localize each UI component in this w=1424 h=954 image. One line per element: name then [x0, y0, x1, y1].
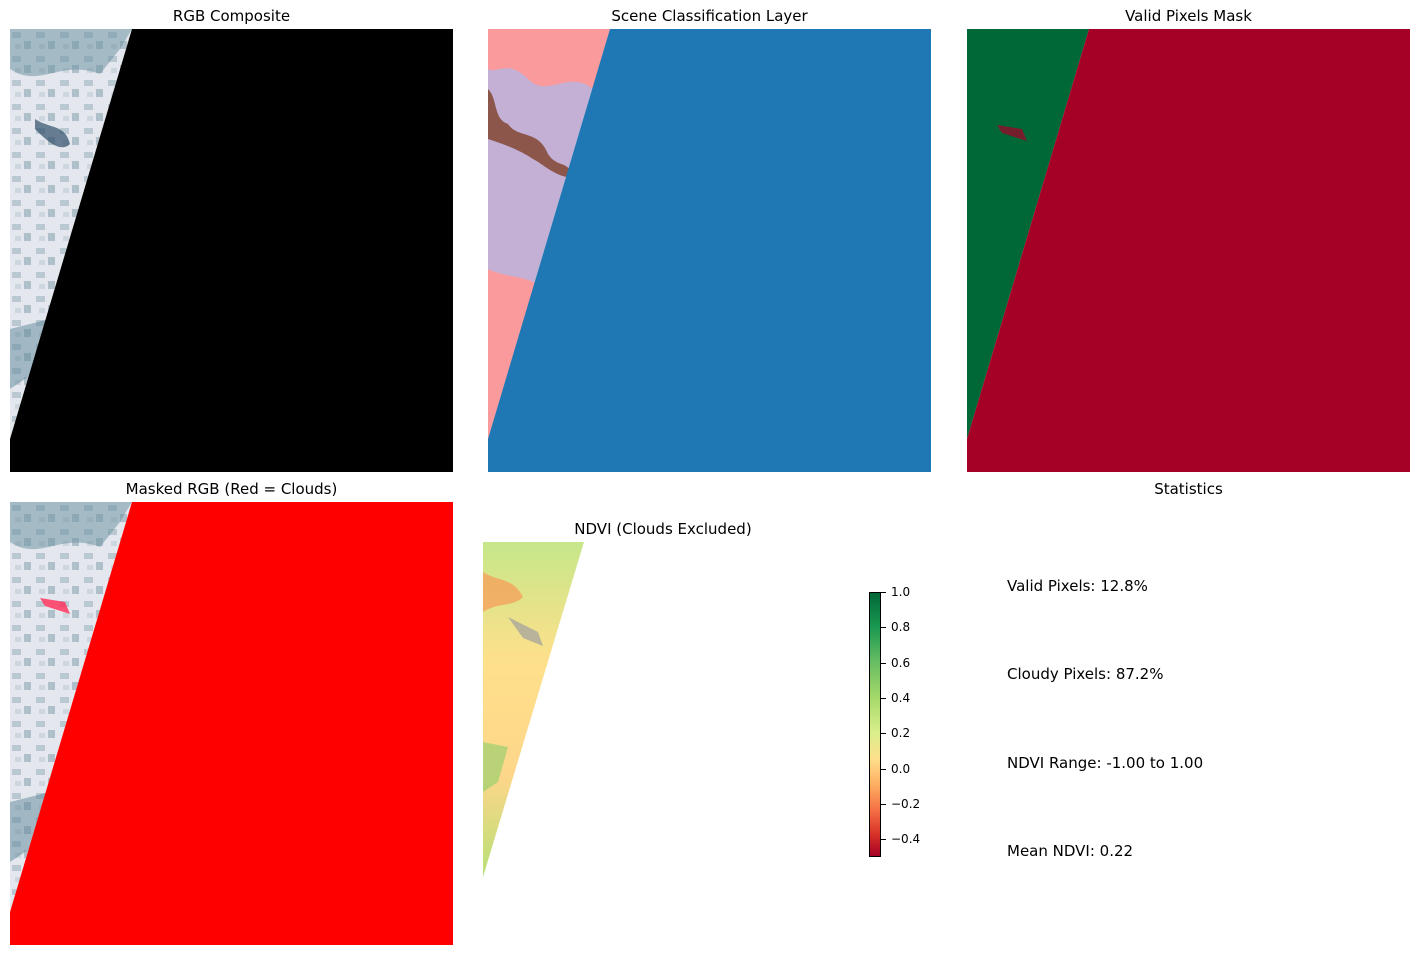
colorbar-tick [881, 804, 886, 805]
colorbar-tick-label: 0.6 [891, 656, 911, 670]
colorbar-tick-label: −0.4 [891, 832, 921, 846]
statistics-title: Statistics [1154, 480, 1223, 498]
colorbar-tick-label: 0.0 [891, 762, 911, 776]
ndvi-valid-region [483, 542, 584, 877]
colorbar-tick [881, 839, 886, 840]
colorbar-tick-label: 0.2 [891, 726, 911, 740]
masked-rgb-image [10, 502, 453, 945]
colorbar-tick [881, 663, 886, 664]
rgb-no-data-region [10, 29, 453, 472]
ndvi-colorbar [869, 592, 881, 857]
valid-mask-title: Valid Pixels Mask [1125, 7, 1252, 25]
colorbar-tick [881, 769, 886, 770]
colorbar-tick-label: 0.4 [891, 691, 911, 705]
colorbar-tick-label: 0.8 [891, 620, 911, 634]
ndvi-title: NDVI (Clouds Excluded) [574, 520, 752, 538]
colorbar-tick [881, 592, 886, 593]
colorbar-tick [881, 698, 886, 699]
rgb-composite-title: RGB Composite [172, 7, 291, 25]
ndvi-image [483, 542, 584, 877]
invalid-region [967, 29, 1410, 472]
valid-pixels-stat: Valid Pixels: 12.8% [1007, 577, 1148, 595]
masked-rgb-title: Masked RGB (Red = Clouds) [125, 480, 338, 498]
cloud-mask-region [10, 502, 453, 945]
colorbar-tick [881, 733, 886, 734]
rgb-composite-image [10, 29, 453, 472]
mean-ndvi-stat: Mean NDVI: 0.22 [1007, 842, 1134, 860]
cloudy-pixels-stat: Cloudy Pixels: 87.2% [1007, 665, 1164, 683]
colorbar-tick-label: −0.2 [891, 797, 921, 811]
scl-title: Scene Classification Layer [611, 7, 808, 25]
scl-image [488, 29, 931, 472]
colorbar-tick-label: 1.0 [891, 585, 911, 599]
ndvi-range-stat: NDVI Range: -1.00 to 1.00 [1007, 754, 1204, 772]
valid-mask-image [967, 29, 1410, 472]
colorbar-tick [881, 627, 886, 628]
scl-cloud-region [488, 29, 931, 472]
